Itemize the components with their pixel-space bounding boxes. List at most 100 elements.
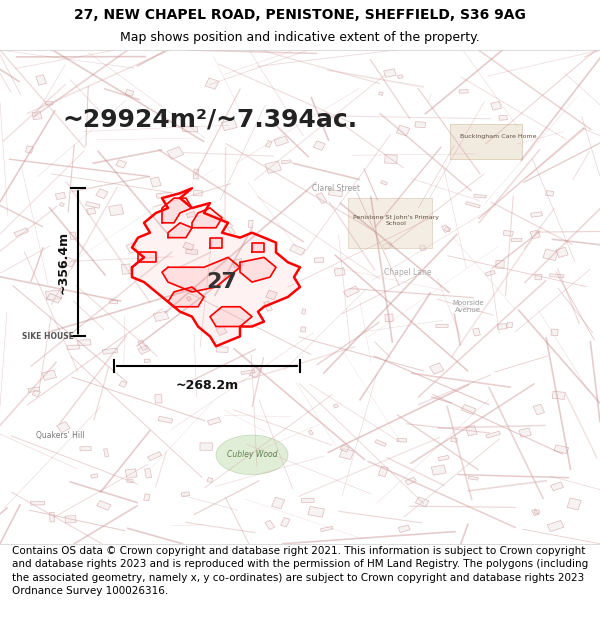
Bar — [145, 469, 152, 478]
Bar — [383, 69, 396, 78]
Bar — [511, 238, 522, 241]
Bar — [444, 227, 451, 232]
Bar — [158, 416, 173, 423]
Bar — [334, 268, 345, 276]
Bar — [486, 431, 500, 438]
Text: Quakers' Hill: Quakers' Hill — [35, 431, 85, 439]
Bar — [419, 245, 426, 251]
Bar — [473, 328, 481, 336]
Bar — [14, 228, 29, 237]
Bar — [207, 478, 213, 482]
Bar — [28, 387, 40, 392]
Bar — [442, 225, 450, 232]
Bar — [155, 394, 162, 403]
Bar — [532, 509, 539, 516]
Polygon shape — [168, 287, 204, 307]
Bar — [167, 147, 184, 159]
Bar — [116, 160, 127, 168]
Bar — [348, 198, 432, 248]
Bar — [110, 299, 118, 304]
Bar — [248, 220, 253, 228]
Bar — [533, 404, 545, 415]
Bar — [103, 348, 118, 354]
Bar — [551, 482, 563, 491]
Bar — [221, 119, 237, 131]
Bar — [438, 456, 449, 461]
Bar — [497, 324, 507, 329]
Bar — [150, 177, 161, 187]
Bar — [208, 418, 221, 425]
Text: Cubley Wood: Cubley Wood — [227, 451, 277, 459]
Bar — [138, 345, 150, 354]
Bar — [265, 161, 281, 173]
Text: ~268.2m: ~268.2m — [175, 379, 239, 392]
Bar — [217, 347, 228, 352]
Bar — [182, 126, 198, 132]
Bar — [415, 122, 425, 127]
Bar — [552, 391, 565, 399]
Bar — [379, 466, 388, 477]
Text: SIKE HOUSE: SIKE HOUSE — [22, 332, 74, 341]
Bar — [80, 447, 91, 451]
Bar — [32, 390, 40, 397]
Bar — [398, 525, 410, 532]
Ellipse shape — [216, 435, 288, 474]
Bar — [340, 445, 349, 452]
Bar — [59, 202, 64, 206]
Bar — [144, 359, 150, 362]
Bar — [36, 75, 46, 85]
Bar — [380, 181, 388, 185]
Bar — [308, 430, 313, 435]
Bar — [97, 501, 111, 510]
Text: Buckingham Care Home: Buckingham Care Home — [460, 134, 536, 139]
Bar — [91, 474, 98, 478]
Bar — [56, 421, 70, 432]
Bar — [64, 258, 76, 267]
Bar — [86, 208, 96, 214]
Bar — [302, 309, 305, 314]
Bar — [193, 169, 199, 179]
Bar — [104, 449, 109, 457]
Bar — [85, 201, 100, 208]
Bar — [42, 370, 56, 381]
Text: ~29924m²/~7.394ac.: ~29924m²/~7.394ac. — [62, 107, 358, 131]
Bar — [281, 160, 292, 164]
Bar — [227, 227, 235, 235]
Bar — [382, 242, 393, 249]
Text: Contains OS data © Crown copyright and database right 2021. This information is : Contains OS data © Crown copyright and d… — [12, 546, 588, 596]
Bar — [316, 192, 327, 204]
Bar — [415, 497, 429, 507]
Bar — [77, 339, 91, 346]
Bar — [266, 141, 272, 148]
Polygon shape — [210, 307, 252, 326]
Bar — [70, 232, 76, 239]
Bar — [232, 259, 244, 268]
Bar — [121, 264, 131, 274]
Bar — [109, 204, 124, 216]
Polygon shape — [138, 253, 156, 262]
Text: ~356.4m: ~356.4m — [56, 231, 70, 294]
Bar — [450, 124, 522, 159]
Bar — [436, 324, 448, 328]
Bar — [466, 426, 477, 436]
Polygon shape — [162, 258, 240, 292]
Bar — [289, 244, 305, 256]
Bar — [530, 230, 541, 239]
Bar — [187, 296, 191, 301]
Bar — [543, 249, 558, 261]
Bar — [119, 381, 127, 388]
Bar — [67, 345, 80, 349]
Bar — [375, 439, 386, 447]
Bar — [263, 301, 272, 311]
Bar — [485, 270, 495, 276]
Polygon shape — [240, 258, 276, 282]
Bar — [554, 445, 569, 454]
Bar — [25, 146, 33, 153]
Text: Map shows position and indicative extent of the property.: Map shows position and indicative extent… — [120, 31, 480, 44]
Bar — [507, 322, 512, 328]
Polygon shape — [132, 188, 300, 346]
Bar — [431, 465, 446, 475]
Bar — [126, 242, 137, 253]
Bar — [491, 101, 502, 110]
Bar — [186, 249, 198, 254]
